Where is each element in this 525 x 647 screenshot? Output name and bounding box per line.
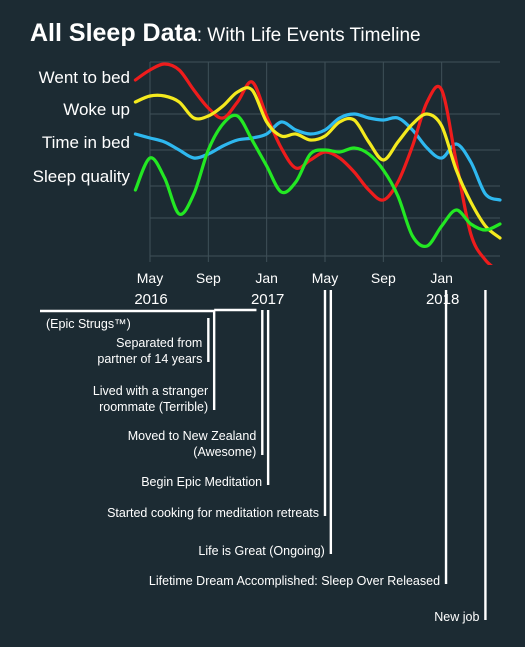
chart-title-main: All Sleep Data xyxy=(30,19,198,47)
series-line-went-to-bed xyxy=(133,62,493,265)
series-lines xyxy=(133,62,502,265)
event-label-epic-strugs: (Epic Strugs™) xyxy=(46,317,131,331)
x-tick-month: Sep xyxy=(371,270,396,286)
x-axis-ticks: May 2016 Sep Jan 2017 May Sep Jan 2018 xyxy=(134,270,459,308)
event-label: Life is Great (Ongoing) xyxy=(198,544,324,558)
x-tick-month: Jan xyxy=(430,270,453,286)
x-tick-month: Sep xyxy=(196,270,221,286)
legend-label-went-to-bed: Went to bed xyxy=(39,68,130,87)
event-label: Moved to New Zealand xyxy=(128,429,257,443)
x-tick-month: May xyxy=(312,270,338,286)
event-label: Begin Epic Meditation xyxy=(141,475,262,489)
x-tick-month: May xyxy=(137,270,163,286)
legend-label-sleep-quality: Sleep quality xyxy=(33,167,131,186)
event-label: Separated from xyxy=(116,336,202,350)
chart-grid xyxy=(149,61,500,262)
x-tick-month: Jan xyxy=(255,270,278,286)
event-label: partner of 14 years xyxy=(97,352,202,366)
event-label: Lived with a stranger xyxy=(93,384,208,398)
series-labels: Went to bed Woke up Time in bed Sleep quali… xyxy=(33,68,131,186)
event-label: (Awesome) xyxy=(193,445,256,459)
series-line-time-in-bed xyxy=(133,112,502,202)
series-line-woke-up xyxy=(133,86,502,240)
legend-label-woke-up: Woke up xyxy=(63,100,130,119)
legend-label-time-in-bed: Time in bed xyxy=(42,133,130,152)
series-line-sleep-quality xyxy=(133,113,502,248)
event-label: Lifetime Dream Accomplished: Sleep Over … xyxy=(149,574,440,588)
chart-title: All Sleep Data: With Life Events Timelin… xyxy=(30,19,421,47)
x-tick-year: 2016 xyxy=(134,291,167,308)
event-label: New job xyxy=(434,610,479,624)
event-label: roommate (Terrible) xyxy=(99,400,208,414)
chart-title-sub: : With Life Events Timeline xyxy=(197,25,421,46)
event-label: Started cooking for meditation retreats xyxy=(107,506,319,520)
life-events-timeline: (Epic Strugs™) Separated from partner of 1… xyxy=(40,290,487,624)
x-tick-year: 2018 xyxy=(426,291,459,308)
x-tick-year: 2017 xyxy=(251,291,284,308)
